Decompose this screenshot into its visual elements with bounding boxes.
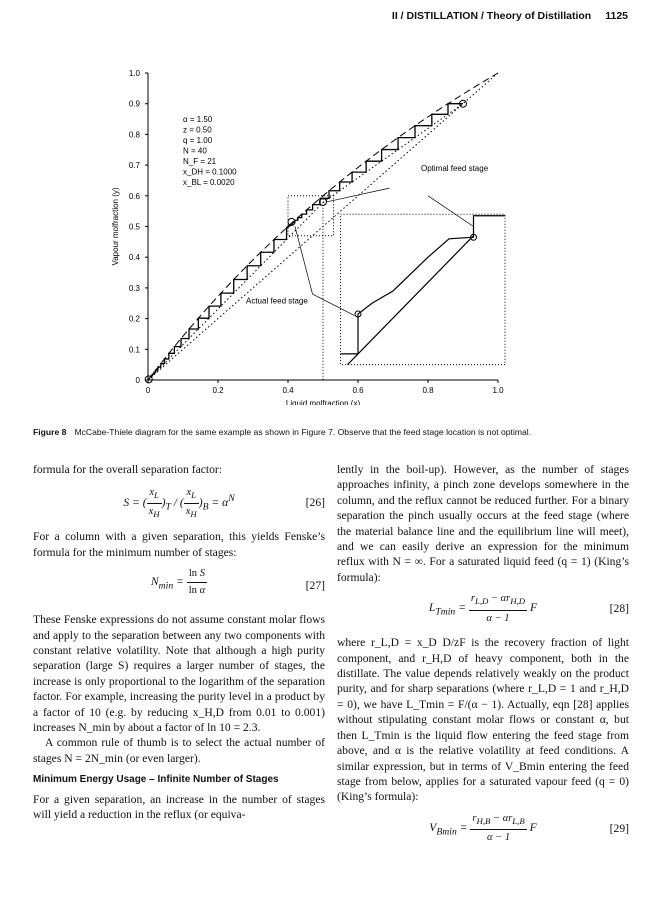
zoom-region-box xyxy=(287,195,334,237)
y-tick-label: 1.0 xyxy=(129,69,141,78)
paragraph: For a given separation, an increase in t… xyxy=(33,792,325,822)
x-tick-label: 1.0 xyxy=(492,386,504,395)
parameter-label: q = 1.00 xyxy=(183,136,213,145)
parameter-label: x_DH = 0.1000 xyxy=(183,168,237,177)
equation-28: LTmin = rL,D − αrH,D α − 1 F [28] xyxy=(428,593,629,624)
page-number: 1125 xyxy=(605,10,628,22)
mccabe-thiele-chart: 0 0.2 0.4 0.6 0.8 1.0 0 0.1 0.2 0.3 0.4 0.5 0.6 0.7 0.… xyxy=(111,69,506,405)
stage-steps xyxy=(149,103,463,378)
parameter-label: N = 40 xyxy=(183,147,207,156)
paragraph: formula for the overall separation facto… xyxy=(33,463,222,476)
inset-optimal-point xyxy=(470,233,477,241)
y-tick-label: 0.4 xyxy=(129,253,141,262)
x-tick-label: 0 xyxy=(146,386,151,395)
equation-29: VBmin = rH,B − αrL,B α − 1 F [29] xyxy=(429,812,629,844)
y-tick-label: 0.5 xyxy=(129,223,141,232)
annotation-arrow xyxy=(326,187,390,203)
rectifying-operating-line xyxy=(322,103,464,203)
equation-number: [27] xyxy=(305,579,325,593)
y-tick-label: 0 xyxy=(136,376,141,385)
paragraph: where r_L,D = x_D D/zF is the recovery f… xyxy=(337,636,629,804)
y-tick-label: 0.8 xyxy=(129,130,141,139)
x-tick-label: 0.2 xyxy=(212,386,224,395)
parameter-label: N_F = 21 xyxy=(183,157,217,166)
paragraph: These Fenske expressions do not assume c… xyxy=(33,613,325,735)
x-tick-label: 0.6 xyxy=(352,386,364,395)
paragraph: For a column with a given separation, th… xyxy=(33,530,325,559)
y-tick-label: 0.9 xyxy=(129,100,141,109)
equation-number: [26] xyxy=(305,496,325,510)
figure-caption: Figure 8 McCabe-Thiele diagram for the sa… xyxy=(33,427,633,437)
right-column: lently in the boil-up). However, as the … xyxy=(337,462,629,851)
running-title: II / DISTILLATION / Theory of Distillati… xyxy=(391,10,592,22)
y-tick-label: 0.7 xyxy=(129,161,141,170)
section-heading: Minimum Energy Usage – Infinite Number o… xyxy=(33,774,279,786)
y-tick-label: 0.1 xyxy=(129,345,141,354)
annotation-actual-feed: Actual feed stage xyxy=(246,296,308,305)
annotation-optimal-feed: Optimal feed stage xyxy=(421,164,489,173)
x-tick-label: 0.4 xyxy=(282,386,294,395)
paragraph: lently in the boil-up). However, as the … xyxy=(337,463,629,584)
inset-box xyxy=(340,213,506,366)
y-axis-label: Vapour molfraction (y) xyxy=(111,187,120,265)
parameter-label: x_BL = 0.0020 xyxy=(183,178,235,187)
x-tick-label: 0.8 xyxy=(422,386,434,395)
paragraph: A common rule of thumb is to select the … xyxy=(33,736,325,765)
running-header: II / DISTILLATION / Theory of Distillati… xyxy=(392,10,628,22)
bottoms-point xyxy=(144,375,153,384)
parameter-label: z = 0.50 xyxy=(183,126,212,135)
parameter-label: α = 1.50 xyxy=(183,115,213,124)
y-tick-label: 0.2 xyxy=(129,315,141,324)
annotation-arrow xyxy=(312,293,355,316)
stripping-operating-line xyxy=(148,202,324,380)
caption-label: Figure 8 xyxy=(33,427,67,437)
inset-steps xyxy=(340,215,505,366)
annotation-arrow xyxy=(427,195,474,227)
x-axis-label: Liquid molfraction (x) xyxy=(286,399,361,405)
y-tick-label: 0.3 xyxy=(129,284,141,293)
caption-text: McCabe-Thiele diagram for the same examp… xyxy=(74,427,532,437)
equation-number: [28] xyxy=(609,602,629,616)
equation-26: S = (xL xH)T / (xL xH)B = αN [26] xyxy=(123,486,325,520)
y-tick-label: 0.6 xyxy=(129,192,141,201)
annotation-arrow xyxy=(294,226,313,295)
inset-feed-point xyxy=(354,310,362,318)
distillate-point xyxy=(459,99,467,108)
left-column: formula for the overall separation facto… xyxy=(33,462,325,823)
equation-number: [29] xyxy=(609,821,629,835)
